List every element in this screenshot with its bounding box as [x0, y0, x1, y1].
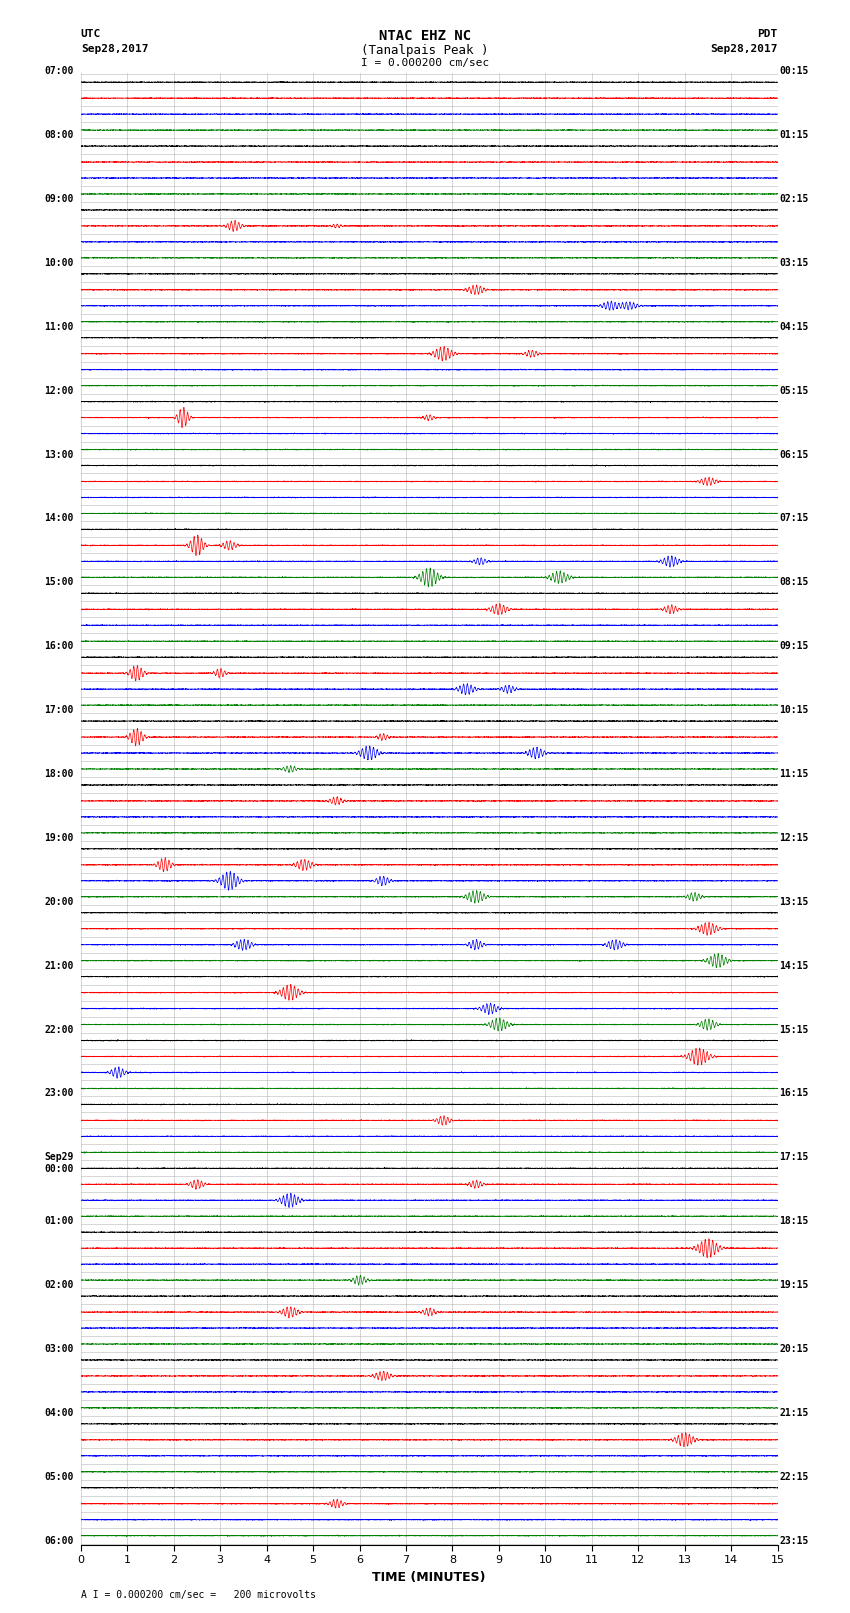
Text: 22:00: 22:00 [44, 1024, 74, 1034]
Text: 04:00: 04:00 [44, 1408, 74, 1418]
Text: 17:00: 17:00 [44, 705, 74, 715]
Text: 02:00: 02:00 [44, 1281, 74, 1290]
Text: 13:15: 13:15 [779, 897, 808, 907]
Text: 15:15: 15:15 [779, 1024, 808, 1034]
Text: 03:00: 03:00 [44, 1344, 74, 1353]
Text: 14:00: 14:00 [44, 513, 74, 524]
Text: 01:15: 01:15 [779, 131, 808, 140]
Text: 22:15: 22:15 [779, 1471, 808, 1482]
Text: 08:00: 08:00 [44, 131, 74, 140]
Text: 13:00: 13:00 [44, 450, 74, 460]
Text: 10:15: 10:15 [779, 705, 808, 715]
Text: 07:00: 07:00 [44, 66, 74, 76]
Text: Sep28,2017: Sep28,2017 [81, 44, 148, 53]
Text: 15:00: 15:00 [44, 577, 74, 587]
Text: 06:00: 06:00 [44, 1536, 74, 1545]
Text: 18:15: 18:15 [779, 1216, 808, 1226]
Text: 21:00: 21:00 [44, 961, 74, 971]
Text: Sep29
00:00: Sep29 00:00 [44, 1152, 74, 1174]
Text: 20:00: 20:00 [44, 897, 74, 907]
Text: 04:15: 04:15 [779, 321, 808, 332]
Text: 09:00: 09:00 [44, 194, 74, 203]
Text: 07:15: 07:15 [779, 513, 808, 524]
Text: Sep28,2017: Sep28,2017 [711, 44, 778, 53]
Text: 18:00: 18:00 [44, 769, 74, 779]
Text: 03:15: 03:15 [779, 258, 808, 268]
Text: 16:00: 16:00 [44, 642, 74, 652]
Text: 09:15: 09:15 [779, 642, 808, 652]
Text: 19:15: 19:15 [779, 1281, 808, 1290]
Text: NTAC EHZ NC: NTAC EHZ NC [379, 29, 471, 44]
Text: 12:15: 12:15 [779, 832, 808, 844]
Text: (Tanalpais Peak ): (Tanalpais Peak ) [361, 44, 489, 56]
X-axis label: TIME (MINUTES): TIME (MINUTES) [372, 1571, 486, 1584]
Text: 02:15: 02:15 [779, 194, 808, 203]
Text: 11:15: 11:15 [779, 769, 808, 779]
Text: 10:00: 10:00 [44, 258, 74, 268]
Text: 05:15: 05:15 [779, 386, 808, 395]
Text: 17:15: 17:15 [779, 1152, 808, 1163]
Text: 19:00: 19:00 [44, 832, 74, 844]
Text: I = 0.000200 cm/sec: I = 0.000200 cm/sec [361, 58, 489, 68]
Text: 00:15: 00:15 [779, 66, 808, 76]
Text: 12:00: 12:00 [44, 386, 74, 395]
Text: 16:15: 16:15 [779, 1089, 808, 1098]
Text: 05:00: 05:00 [44, 1471, 74, 1482]
Text: 20:15: 20:15 [779, 1344, 808, 1353]
Text: 23:15: 23:15 [779, 1536, 808, 1545]
Text: PDT: PDT [757, 29, 778, 39]
Text: 23:00: 23:00 [44, 1089, 74, 1098]
Text: UTC: UTC [81, 29, 101, 39]
Text: 21:15: 21:15 [779, 1408, 808, 1418]
Text: 14:15: 14:15 [779, 961, 808, 971]
Text: A I = 0.000200 cm/sec =   200 microvolts: A I = 0.000200 cm/sec = 200 microvolts [81, 1590, 315, 1600]
Text: 08:15: 08:15 [779, 577, 808, 587]
Text: 01:00: 01:00 [44, 1216, 74, 1226]
Text: 06:15: 06:15 [779, 450, 808, 460]
Text: 11:00: 11:00 [44, 321, 74, 332]
